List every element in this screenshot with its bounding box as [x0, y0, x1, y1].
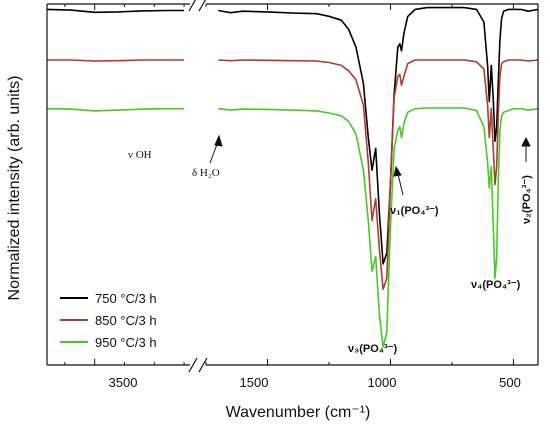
legend-label-950: 950 °C/3 h [95, 335, 157, 350]
x-axis-title: Wavenumber (cm⁻¹) [226, 404, 371, 421]
axes-layer [46, 0, 539, 373]
series-line-2-left [47, 59, 184, 62]
axis-break-mark-2 [198, 357, 208, 373]
annotation-v1: ν₁(PO₄³⁻) [390, 205, 439, 217]
x-tick-label-1500: 1500 [240, 375, 269, 390]
series-line-3-right [218, 107, 539, 348]
axis-break-mark-3 [188, 0, 196, 12]
x-tick-label-1000: 1000 [368, 375, 397, 390]
annotation-v-oh: ν OH [128, 149, 152, 161]
legend-label-850: 850 °C/3 h [95, 313, 157, 328]
annotation-d-h2o: δ H₂O [192, 167, 220, 179]
series-line-1-left [46, 8, 184, 14]
legend: 750 °C/3 h 850 °C/3 h 950 °C/3 h [60, 291, 157, 350]
x-tick-label-500: 500 [499, 375, 521, 390]
annotation-v2: ν₂(PO₄³⁻) [521, 175, 533, 224]
x-tick-label-3500: 3500 [109, 375, 138, 390]
series-line-3-left [46, 107, 184, 112]
legend-label-750: 750 °C/3 h [95, 291, 157, 306]
axis-break-mark-4 [198, 0, 206, 12]
d-h2o-arrowhead [214, 134, 223, 147]
v1-arrowhead [393, 165, 402, 177]
annotation-arrows [209, 134, 531, 196]
axis-break-mark-1 [188, 357, 198, 373]
series-line-2-right [218, 59, 539, 290]
annotation-v3: ν₃(PO₄³⁻) [348, 343, 397, 355]
v2-arrowhead [521, 136, 531, 147]
annotation-v4: ν₄(PO₄³⁻) [471, 279, 521, 291]
y-axis-title: Normalized intensity (arb. units) [6, 76, 23, 301]
series-line-1-right [218, 6, 539, 265]
series-layer [46, 6, 539, 348]
